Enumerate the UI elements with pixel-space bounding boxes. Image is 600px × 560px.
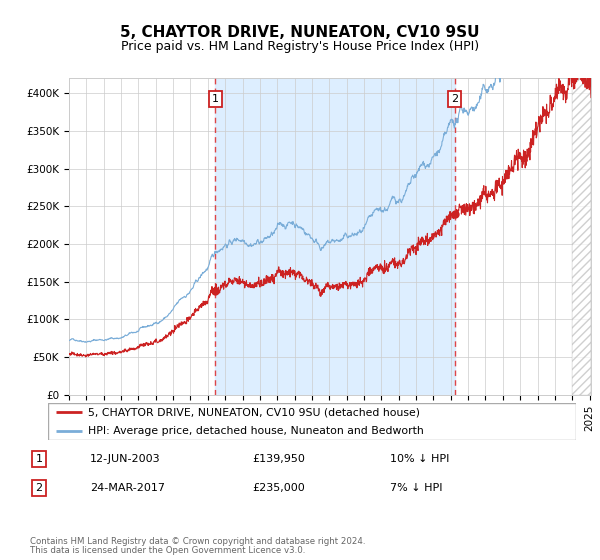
Text: £139,950: £139,950 [252, 454, 305, 464]
Text: 5, CHAYTOR DRIVE, NUNEATON, CV10 9SU (detached house): 5, CHAYTOR DRIVE, NUNEATON, CV10 9SU (de… [88, 407, 419, 417]
Polygon shape [572, 78, 591, 395]
Text: 24-MAR-2017: 24-MAR-2017 [90, 483, 165, 493]
Text: 7% ↓ HPI: 7% ↓ HPI [390, 483, 443, 493]
Bar [215, 78, 455, 395]
Text: Price paid vs. HM Land Registry's House Price Index (HPI): Price paid vs. HM Land Registry's House … [121, 40, 479, 53]
Text: £235,000: £235,000 [252, 483, 305, 493]
Text: 5, CHAYTOR DRIVE, NUNEATON, CV10 9SU: 5, CHAYTOR DRIVE, NUNEATON, CV10 9SU [120, 25, 480, 40]
Text: Contains HM Land Registry data © Crown copyright and database right 2024.: Contains HM Land Registry data © Crown c… [30, 538, 365, 547]
Text: 10% ↓ HPI: 10% ↓ HPI [390, 454, 449, 464]
Text: 2: 2 [451, 94, 458, 104]
Text: HPI: Average price, detached house, Nuneaton and Bedworth: HPI: Average price, detached house, Nune… [88, 426, 424, 436]
FancyBboxPatch shape [48, 403, 576, 440]
Text: 1: 1 [212, 94, 219, 104]
Text: 12-JUN-2003: 12-JUN-2003 [90, 454, 161, 464]
Text: 2: 2 [35, 483, 43, 493]
Text: This data is licensed under the Open Government Licence v3.0.: This data is licensed under the Open Gov… [30, 547, 305, 556]
Text: 1: 1 [35, 454, 43, 464]
